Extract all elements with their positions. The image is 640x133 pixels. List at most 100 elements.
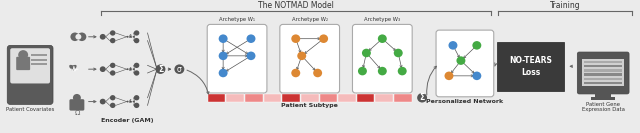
- Text: Patient Gene
Expression Data: Patient Gene Expression Data: [582, 102, 625, 112]
- Circle shape: [378, 67, 387, 75]
- Text: $f_1$: $f_1$: [128, 32, 133, 41]
- FancyBboxPatch shape: [7, 45, 53, 104]
- Circle shape: [472, 41, 481, 50]
- Circle shape: [127, 36, 129, 38]
- Text: Training: Training: [550, 1, 580, 10]
- Circle shape: [70, 32, 79, 41]
- Bar: [264, 94, 281, 102]
- Circle shape: [134, 95, 140, 100]
- Circle shape: [134, 103, 140, 108]
- Text: σ: σ: [177, 65, 182, 74]
- Circle shape: [130, 36, 132, 38]
- Circle shape: [110, 103, 115, 108]
- PathPatch shape: [69, 65, 77, 71]
- Text: Ω: Ω: [74, 110, 79, 116]
- Text: Encoder (GAM): Encoder (GAM): [101, 118, 154, 122]
- FancyBboxPatch shape: [280, 24, 340, 93]
- Circle shape: [219, 34, 228, 43]
- Circle shape: [100, 34, 106, 40]
- Text: Patient Subtype: Patient Subtype: [281, 103, 338, 109]
- Circle shape: [319, 34, 328, 43]
- Circle shape: [378, 34, 387, 43]
- Circle shape: [100, 66, 106, 72]
- Bar: [227, 94, 244, 102]
- Circle shape: [449, 41, 458, 50]
- Circle shape: [134, 38, 140, 43]
- FancyBboxPatch shape: [577, 52, 629, 94]
- Text: Archetype W₁: Archetype W₁: [219, 18, 255, 22]
- Text: Archetype W₃: Archetype W₃: [364, 18, 401, 22]
- Bar: [31, 63, 47, 65]
- Bar: [584, 78, 622, 80]
- FancyBboxPatch shape: [436, 30, 493, 97]
- Circle shape: [358, 67, 367, 75]
- Circle shape: [156, 64, 165, 74]
- Circle shape: [132, 36, 134, 38]
- Text: $f_n$: $f_n$: [128, 97, 133, 106]
- Circle shape: [134, 70, 140, 76]
- FancyBboxPatch shape: [353, 24, 412, 93]
- Bar: [595, 93, 611, 98]
- Bar: [584, 73, 622, 76]
- Bar: [584, 82, 622, 84]
- Bar: [301, 94, 319, 102]
- Bar: [584, 65, 622, 67]
- Circle shape: [219, 69, 228, 77]
- Circle shape: [18, 50, 28, 60]
- Bar: [208, 94, 225, 102]
- Circle shape: [313, 69, 322, 77]
- Bar: [584, 69, 622, 72]
- Circle shape: [456, 56, 465, 65]
- Circle shape: [110, 38, 115, 43]
- Bar: [338, 94, 356, 102]
- Circle shape: [110, 30, 115, 36]
- FancyBboxPatch shape: [16, 57, 30, 70]
- Bar: [497, 41, 564, 91]
- Text: Σ: Σ: [158, 65, 163, 74]
- Bar: [31, 54, 47, 56]
- Text: $f_2$: $f_2$: [128, 65, 133, 74]
- Circle shape: [130, 68, 132, 70]
- Bar: [245, 94, 262, 102]
- Circle shape: [291, 34, 300, 43]
- Circle shape: [76, 34, 81, 40]
- Text: Personalized Network: Personalized Network: [426, 99, 504, 104]
- Bar: [591, 97, 615, 100]
- Circle shape: [132, 68, 134, 70]
- Circle shape: [127, 68, 129, 70]
- Circle shape: [110, 95, 115, 100]
- Circle shape: [291, 69, 300, 77]
- Text: Archetype W₂: Archetype W₂: [292, 18, 328, 22]
- FancyBboxPatch shape: [10, 48, 50, 84]
- Bar: [282, 94, 300, 102]
- Text: Patient Covariates: Patient Covariates: [6, 107, 54, 112]
- Circle shape: [132, 101, 134, 103]
- Circle shape: [134, 63, 140, 68]
- Circle shape: [77, 32, 86, 41]
- Circle shape: [445, 72, 454, 80]
- Bar: [376, 94, 393, 102]
- Circle shape: [134, 30, 140, 36]
- Circle shape: [394, 49, 403, 57]
- Bar: [356, 94, 374, 102]
- Circle shape: [127, 101, 129, 103]
- Text: The NOTMAD Model: The NOTMAD Model: [258, 1, 333, 10]
- FancyBboxPatch shape: [207, 24, 267, 93]
- Circle shape: [246, 52, 255, 60]
- Circle shape: [397, 67, 406, 75]
- Circle shape: [110, 63, 115, 68]
- Circle shape: [417, 93, 427, 103]
- Circle shape: [297, 52, 306, 60]
- Circle shape: [174, 64, 184, 74]
- Bar: [584, 61, 622, 63]
- Circle shape: [362, 49, 371, 57]
- Bar: [31, 59, 47, 61]
- Bar: [319, 94, 337, 102]
- Bar: [582, 59, 624, 86]
- Circle shape: [110, 70, 115, 76]
- Circle shape: [246, 34, 255, 43]
- Text: NO-TEARS
Loss: NO-TEARS Loss: [509, 56, 552, 77]
- Circle shape: [130, 101, 132, 103]
- Circle shape: [73, 94, 81, 102]
- Bar: [394, 94, 412, 102]
